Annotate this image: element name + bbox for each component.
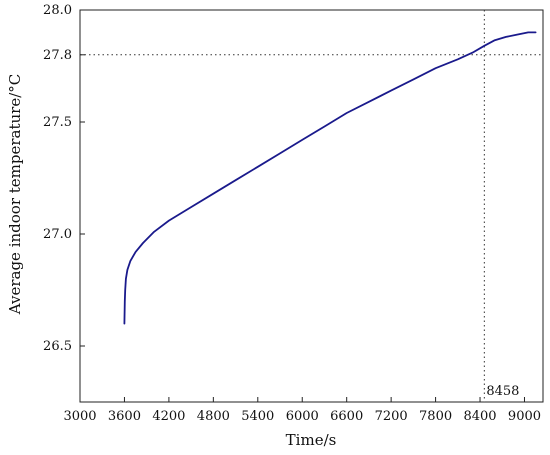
series-line xyxy=(123,31,537,325)
x-tick-label: 6000 xyxy=(286,409,319,424)
x-axis-label: Time/s xyxy=(286,431,337,449)
x-tick-label: 5400 xyxy=(241,409,274,424)
x-tick-label: 3000 xyxy=(63,409,96,424)
x-tick-label: 8400 xyxy=(463,409,496,424)
reference-lines xyxy=(80,10,543,402)
y-tick-label: 27.8 xyxy=(43,48,72,63)
y-tick-label: 27.5 xyxy=(43,115,72,130)
x-tick-label: 4800 xyxy=(197,409,230,424)
vline-annotation-label: 8458 xyxy=(486,384,519,399)
x-axis-ticks: 3000 3600 4200 4800 5400 6000 6600 7200 7800 8400… xyxy=(63,397,541,424)
x-tick-label: 7200 xyxy=(375,409,408,424)
series-group xyxy=(123,31,537,325)
y-tick-label: 28.0 xyxy=(43,3,72,18)
x-tick-label: 4200 xyxy=(152,409,185,424)
x-tick-label: 3600 xyxy=(108,409,141,424)
x-tick-label: 9000 xyxy=(508,409,541,424)
y-axis-label: Average indoor temperature/°C xyxy=(6,74,24,315)
plot-frame xyxy=(79,9,544,403)
y-axis-ticks: 26.5 27.0 27.5 27.8 28.0 xyxy=(43,3,85,354)
y-tick-label: 27.0 xyxy=(43,227,72,242)
x-tick-label: 6600 xyxy=(330,409,363,424)
x-tick-label: 7800 xyxy=(419,409,452,424)
y-tick-label: 26.5 xyxy=(43,339,72,354)
